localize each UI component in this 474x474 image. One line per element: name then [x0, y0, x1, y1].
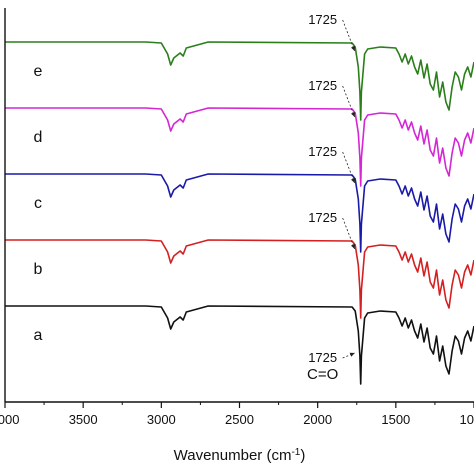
curve-letter-a: a [34, 327, 43, 344]
peak-label-b: 1725 [308, 210, 337, 225]
peak-arrow-e [342, 19, 356, 52]
curve-letter-d: d [34, 129, 43, 146]
peak-arrow-c [342, 151, 356, 184]
peak-label-c: 1725 [308, 144, 337, 159]
curve-letter-e: e [34, 63, 43, 80]
peak-arrow-b [342, 217, 356, 250]
peak-label-e: 1725 [308, 12, 337, 27]
spectrum-line-e [5, 41, 474, 121]
peak-arrowhead-b [351, 244, 356, 249]
peak-arrowhead-d [351, 112, 356, 117]
spectrum-line-c [5, 173, 474, 253]
x-tick-label-1500: 1500 [381, 412, 410, 427]
x-tick-label-1000: 1000 [460, 412, 474, 427]
x-tick-label-2000: 2000 [303, 412, 332, 427]
spectra-group [5, 41, 474, 385]
peak-label-a: 1725 [308, 350, 337, 365]
curve-letter-b: b [34, 261, 43, 278]
x-tick-label-3000: 3000 [147, 412, 176, 427]
x-axis: 4000 3500 3000 2500 2000 1500 1000 [0, 402, 474, 427]
peak-arrowhead-c [351, 178, 356, 183]
peak-label-d: 1725 [308, 78, 337, 93]
plot-frame [4, 8, 474, 403]
x-tick-label-2500: 2500 [225, 412, 254, 427]
x-tick-label-3500: 3500 [69, 412, 98, 427]
curve-letter-c: c [34, 195, 42, 212]
x-axis-title: Wavenumber (cm-1) [174, 447, 306, 465]
x-tick-label-4000: 4000 [0, 412, 19, 427]
spectrum-line-a [5, 305, 474, 385]
peak-arrowhead-e [351, 46, 356, 51]
peak-sublabel-a: C=O [307, 366, 338, 383]
x-axis-title-main: Wavenumber (cm [174, 447, 292, 464]
peak-arrowhead-a [349, 352, 355, 357]
spectrum-line-d [5, 107, 474, 187]
x-axis-title-sup: -1 [291, 447, 300, 458]
spectrum-line-b [5, 239, 474, 319]
peak-arrow-d [342, 85, 356, 118]
x-axis-title-close: ) [300, 447, 305, 464]
